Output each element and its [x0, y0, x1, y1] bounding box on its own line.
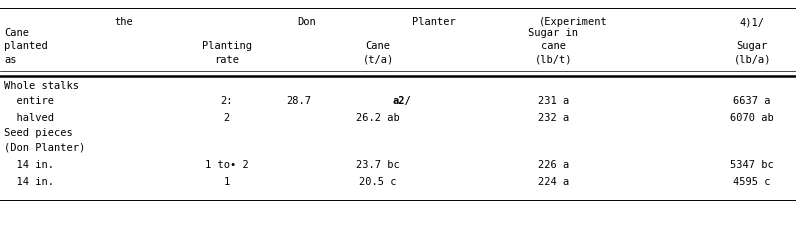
Text: Sugar in: Sugar in: [529, 28, 578, 38]
Text: Don: Don: [297, 17, 316, 27]
Text: (lb/a): (lb/a): [733, 55, 771, 65]
Text: (Experiment: (Experiment: [539, 17, 607, 27]
Text: cane: cane: [540, 41, 566, 51]
Text: 4595 c: 4595 c: [733, 177, 771, 187]
Text: 2: 2: [224, 113, 230, 123]
Text: entire: entire: [4, 96, 54, 106]
Text: a2/: a2/: [392, 96, 412, 106]
Text: 4)1/: 4)1/: [739, 17, 765, 27]
Text: 26.2 ab: 26.2 ab: [357, 113, 400, 123]
Text: Planter: Planter: [412, 17, 455, 27]
Text: 20.5 c: 20.5 c: [359, 177, 397, 187]
Text: Cane: Cane: [4, 28, 29, 38]
Text: Seed pieces: Seed pieces: [4, 128, 72, 138]
Text: 224 a: 224 a: [537, 177, 569, 187]
Text: 1: 1: [224, 177, 230, 187]
Text: Planting: Planting: [202, 41, 252, 51]
Text: the: the: [114, 17, 133, 27]
Text: 6070 ab: 6070 ab: [731, 113, 774, 123]
Text: halved: halved: [4, 113, 54, 123]
Text: Sugar: Sugar: [736, 41, 768, 51]
Text: as: as: [4, 55, 17, 65]
Text: (Don Planter): (Don Planter): [4, 142, 85, 152]
Text: 14 in.: 14 in.: [4, 160, 54, 170]
Text: 232 a: 232 a: [537, 113, 569, 123]
Text: (t/a): (t/a): [362, 55, 394, 65]
Text: 23.7 bc: 23.7 bc: [357, 160, 400, 170]
Text: Cane: Cane: [365, 41, 391, 51]
Text: 6637 a: 6637 a: [733, 96, 771, 106]
Text: rate: rate: [214, 55, 240, 65]
Text: 28.7: 28.7: [286, 96, 311, 106]
Text: 2:: 2:: [220, 96, 233, 106]
Text: planted: planted: [4, 41, 48, 51]
Text: 5347 bc: 5347 bc: [731, 160, 774, 170]
Text: (lb/t): (lb/t): [534, 55, 572, 65]
Text: 226 a: 226 a: [537, 160, 569, 170]
Text: 1 to• 2: 1 to• 2: [205, 160, 248, 170]
Text: Whole stalks: Whole stalks: [4, 81, 79, 91]
Text: 231 a: 231 a: [537, 96, 569, 106]
Text: 14 in.: 14 in.: [4, 177, 54, 187]
